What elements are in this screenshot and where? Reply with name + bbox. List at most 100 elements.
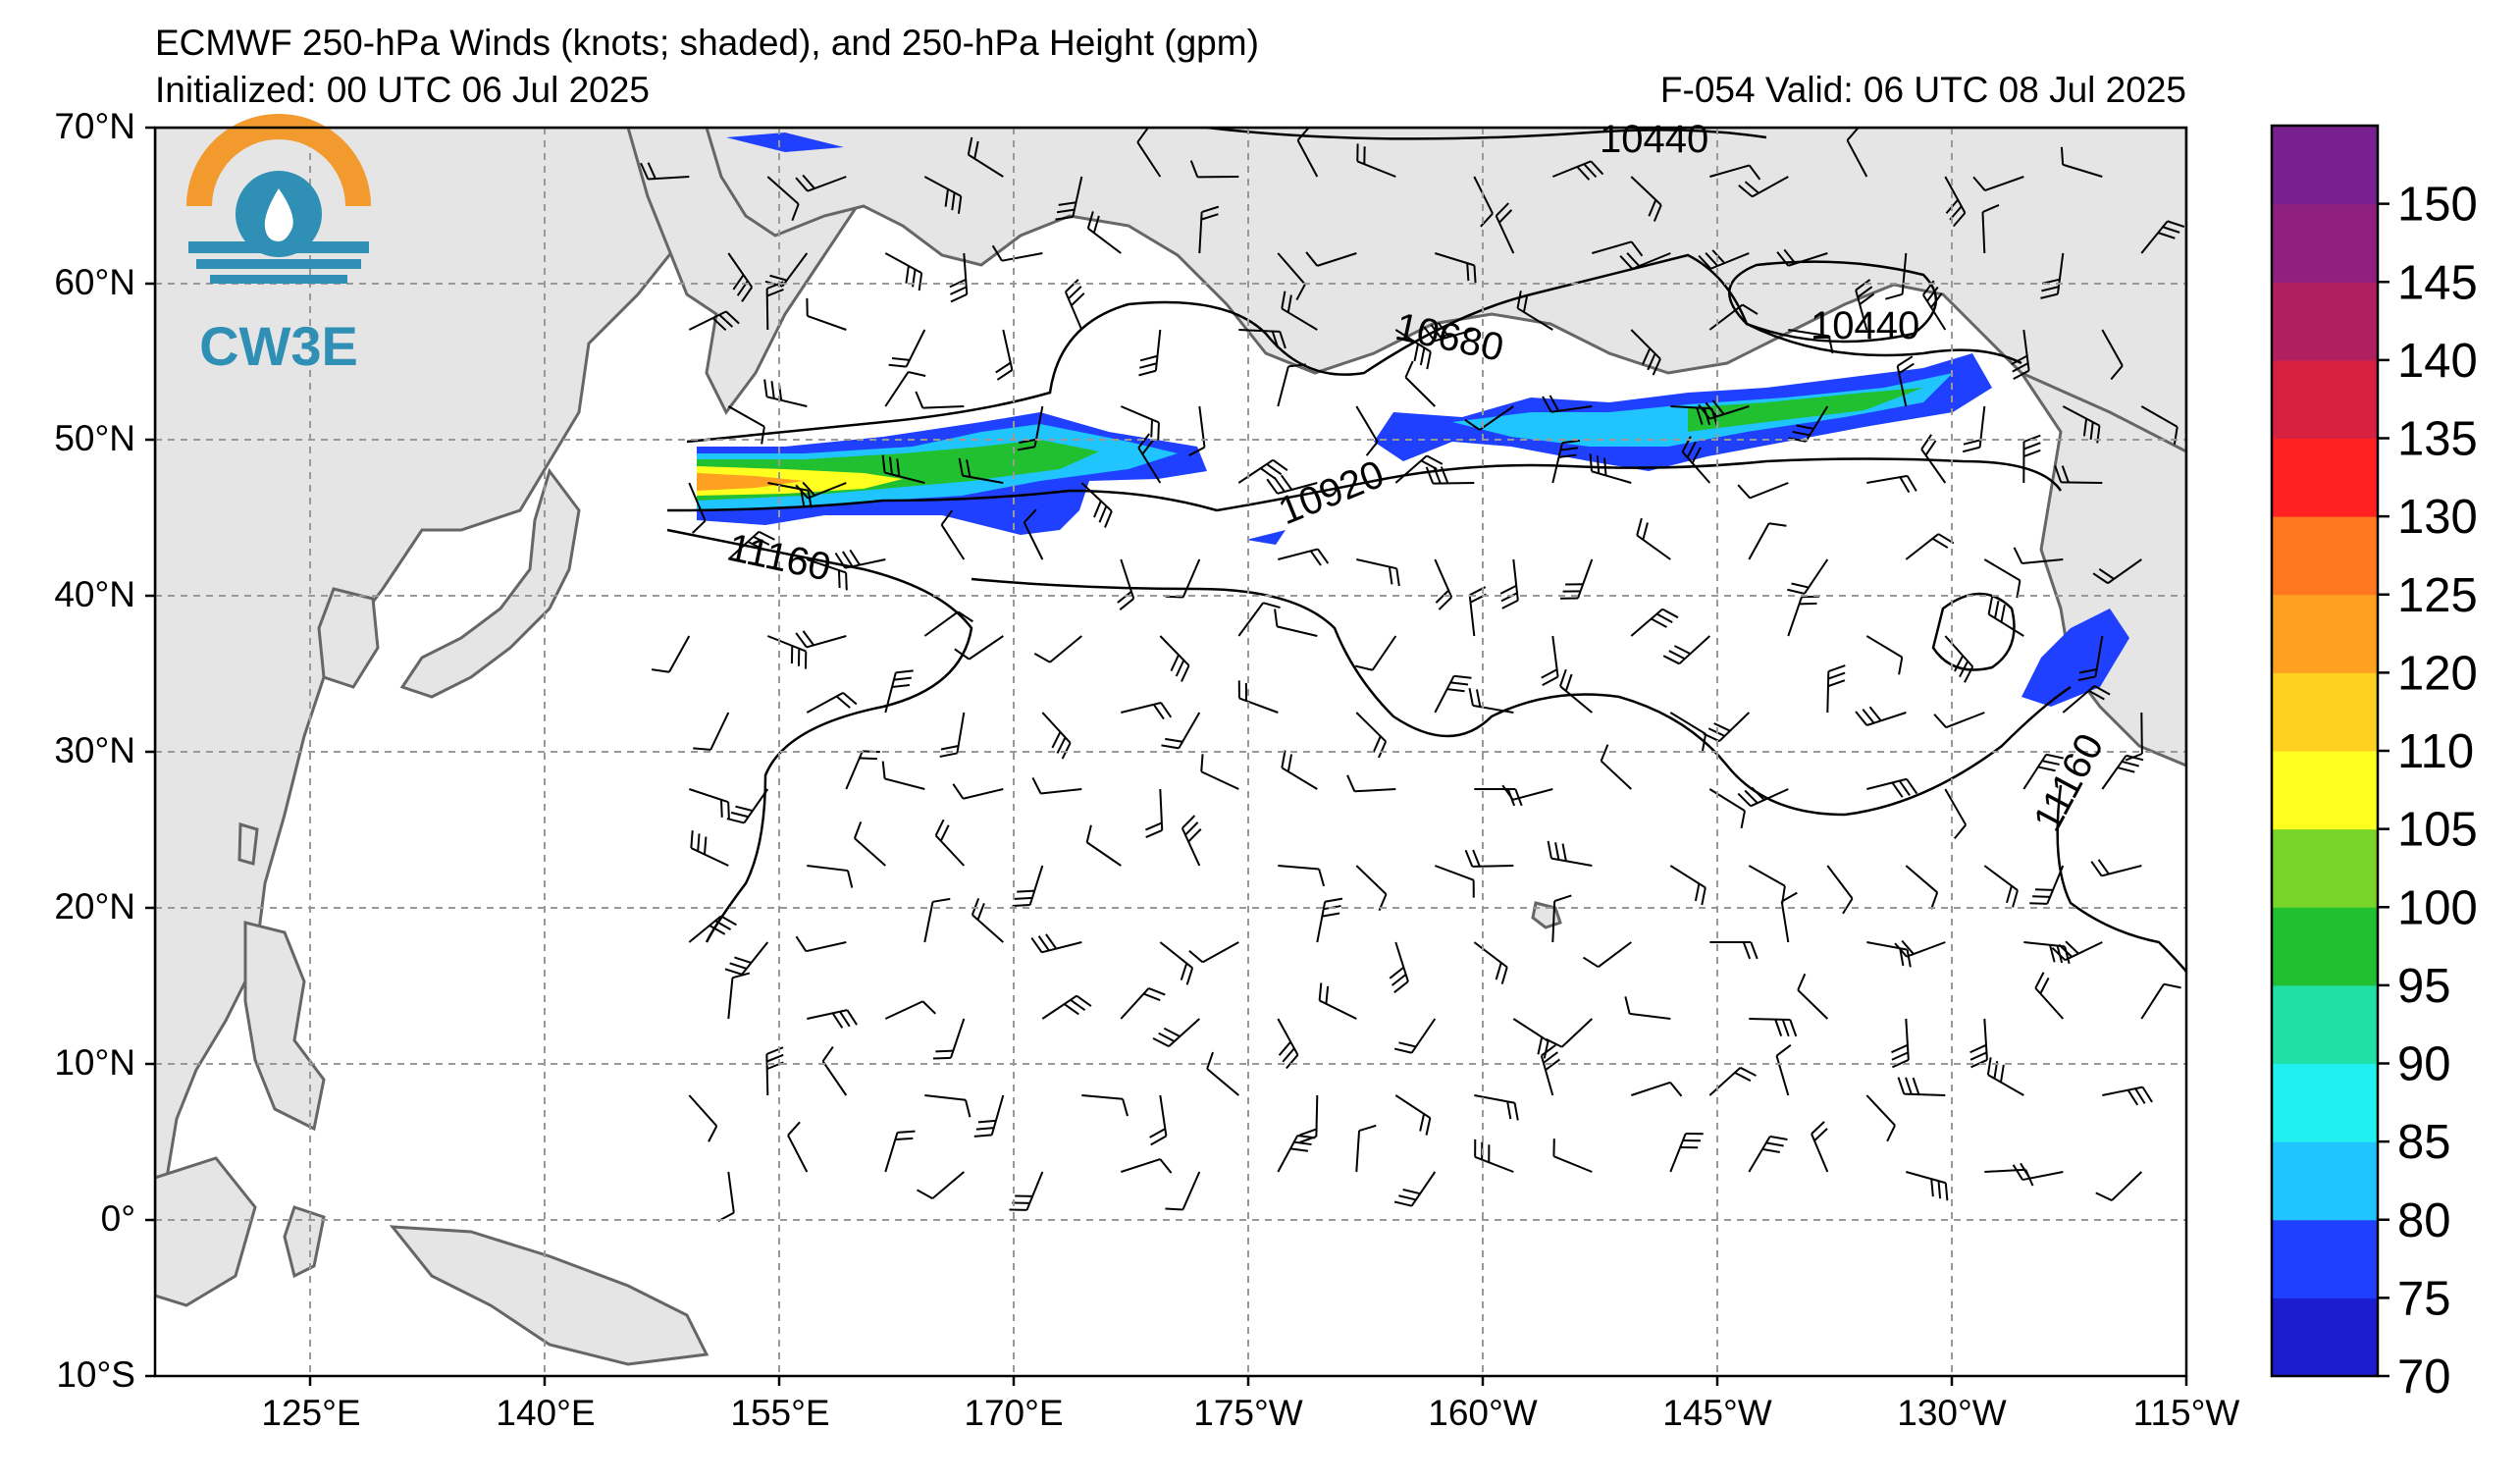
wind-barb-flag	[1119, 598, 1134, 610]
colorbar-label: 80	[2397, 1194, 2451, 1247]
wind-barb-flag	[1789, 1019, 1798, 1037]
wind-barb-flag	[1272, 458, 1288, 471]
wind-barb-flag	[1813, 1128, 1828, 1141]
logo-wave-bar	[196, 259, 361, 269]
wind-barb-flag	[1495, 962, 1502, 980]
wind-barb-flag	[1061, 742, 1072, 760]
wind-barb-flag	[2117, 767, 2135, 773]
wind-barb-flag	[1969, 1051, 1987, 1061]
wind-barb-flag	[1559, 668, 1567, 687]
wind-barb-flag	[1652, 358, 1661, 376]
wind-barb-flag	[2097, 859, 2110, 875]
lat-label: 50°N	[54, 418, 135, 458]
wind-barb-flag	[2162, 226, 2180, 234]
wind-barb-flag	[1669, 1082, 1683, 1097]
wind-barb-flag	[1906, 778, 1918, 795]
lat-label: 10°S	[56, 1354, 135, 1395]
logo-wave-bar	[210, 275, 347, 284]
wind-barb-flag	[2035, 888, 2054, 891]
wind-barb-flag	[932, 897, 951, 903]
wind-barb-flag	[1885, 292, 1903, 300]
wind-barb-flag	[1898, 657, 1904, 675]
wind-barb-flag	[1273, 476, 1286, 493]
wind-barb-flag	[905, 265, 910, 284]
wind-barb-flag	[1425, 466, 1435, 484]
wind-barb-flag	[2029, 902, 2048, 905]
wind-barb-flag	[1846, 128, 1861, 141]
wind-barb-flag	[973, 140, 979, 159]
wind-barb-flag	[951, 192, 956, 211]
wind-barb-staff	[1278, 865, 1320, 871]
wind-barb-flag	[1920, 434, 1933, 450]
wind-barb-staff	[1709, 164, 1750, 178]
lon-label: 130°W	[1897, 1393, 2007, 1433]
wind-barb-flag	[958, 457, 964, 476]
wind-barb-flag	[1982, 204, 2000, 213]
wind-barb-flag	[1776, 251, 1790, 267]
wind-barb-flag	[2045, 753, 2064, 760]
wind-barb-flag	[1499, 584, 1517, 595]
lon-label: 175°W	[1193, 1393, 1303, 1433]
colorbar-label: 130	[2397, 491, 2478, 544]
wind-barb-flag	[1064, 1003, 1079, 1016]
wind-barb-flag	[2095, 1192, 2113, 1201]
wind-barb-flag	[1827, 671, 1846, 680]
wind-barb-staff	[1277, 366, 1289, 407]
wind-barb-flag	[735, 805, 754, 813]
wind-barb-flag	[1287, 363, 1306, 368]
wind-barb-staff	[1797, 989, 1829, 1020]
wind-barb-flag	[1964, 665, 1974, 683]
wind-barb-flag	[891, 684, 911, 688]
taiwan-landmass	[237, 822, 259, 866]
wind-barb-flag	[944, 188, 949, 207]
wind-barb-flag	[1206, 1051, 1214, 1070]
wind-barb-flag	[897, 1130, 916, 1134]
wind-barb-flag	[2012, 362, 2029, 373]
wind-barb-flag	[1739, 1066, 1757, 1077]
wind-barb-staff	[1371, 635, 1397, 671]
wind-barb-flag	[1286, 294, 1292, 313]
wind-barb-flag	[1797, 973, 1807, 991]
wind-barb-flag	[1788, 437, 1807, 443]
wind-barb-flag	[2134, 1087, 2146, 1104]
wind-barb-flag	[1930, 1179, 1934, 1197]
wind-barb-flag	[1898, 362, 1915, 375]
wind-barb-flag	[761, 426, 765, 445]
wind-barb-flag	[846, 1009, 858, 1026]
wind-barb-flag	[1811, 1121, 1825, 1136]
wind-barb-flag	[1419, 347, 1426, 366]
wind-barb-flag	[1647, 352, 1656, 371]
wind-barb-flag	[1886, 1125, 1896, 1142]
wind-barb-flag	[1012, 904, 1030, 908]
wind-barb-flag	[1136, 128, 1149, 143]
wind-barb-flag	[1648, 199, 1657, 217]
wind-barb-flag	[763, 379, 768, 397]
wind-barb-flag	[1899, 948, 1905, 967]
contour-11160	[971, 577, 2072, 817]
wind-barb-flag	[726, 818, 745, 824]
wind-barb-flag	[1500, 967, 1508, 984]
wind-barb-flag	[1796, 424, 1814, 430]
wind-barb-flag	[1970, 1059, 1988, 1069]
wind-barb-flag	[1391, 974, 1407, 986]
colorbar-label: 150	[2397, 179, 2478, 232]
wind-barb-flag	[1139, 354, 1158, 362]
wind-barb-flag	[1905, 1077, 1913, 1095]
wind-barb-flag	[1744, 181, 1759, 194]
wind-barb-flag	[1201, 205, 1220, 214]
wind-barb-flag	[1150, 1135, 1167, 1146]
wind-barb-flag	[1093, 501, 1102, 518]
wind-barb-flag	[888, 363, 907, 368]
wind-barb-flag	[1641, 347, 1652, 365]
wind-barb-flag	[1309, 550, 1322, 566]
jet-streak-west-core-orange	[697, 473, 805, 491]
contour-label: 10440	[1600, 118, 1708, 161]
cw3e-logo: CW3E	[186, 114, 371, 377]
wind-barb-flag	[893, 676, 912, 681]
wind-barb-flag	[1299, 1128, 1317, 1137]
wind-barb-flag	[1122, 1098, 1129, 1117]
wind-barb-staff	[922, 405, 965, 409]
lon-label: 145°W	[1662, 1393, 1772, 1433]
wind-barb-flag	[1959, 661, 1969, 678]
